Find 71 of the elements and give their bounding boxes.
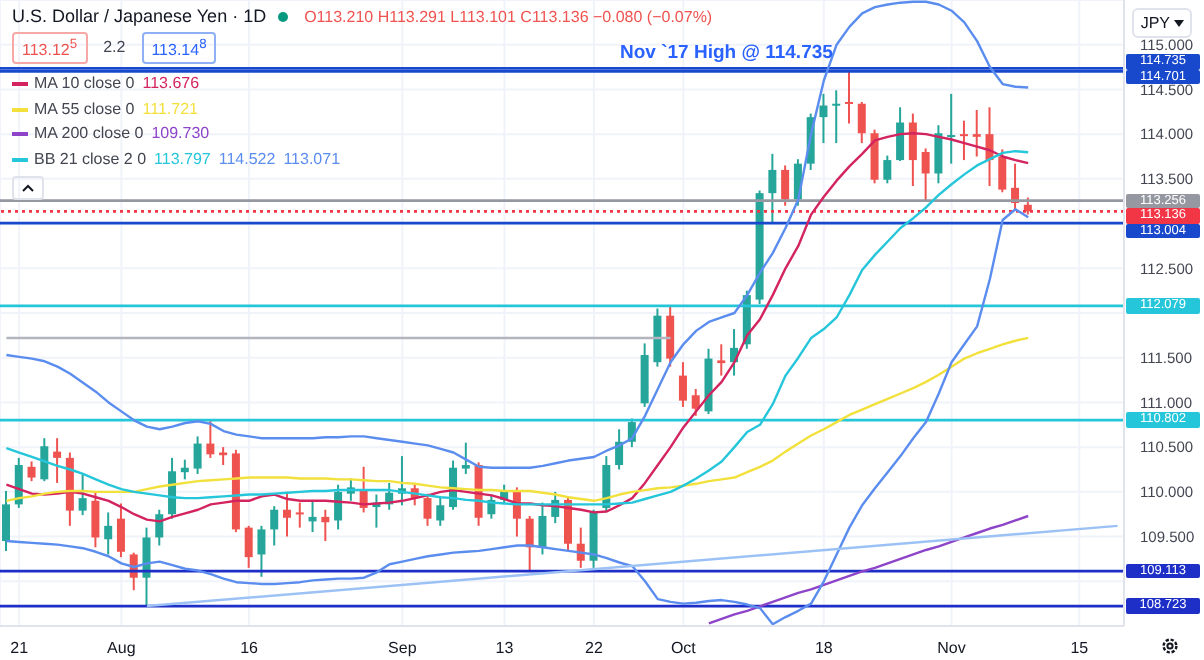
candlestick (321, 508, 330, 543)
line-series (5, 0, 1030, 469)
candlestick (781, 164, 790, 207)
annotation: 2.2 (101, 36, 128, 59)
candlestick (921, 147, 930, 202)
candlestick (270, 505, 279, 547)
candlestick (206, 419, 215, 459)
candlestick (53, 437, 62, 484)
annotation: 109.730 (151, 122, 210, 146)
candlestick (934, 124, 943, 185)
candlestick (257, 524, 266, 578)
candlestick (857, 100, 866, 145)
candlestick (423, 492, 432, 527)
candlestick (896, 106, 905, 162)
annotation: 113.12$^{5}$ (12, 32, 88, 64)
candlestick (972, 109, 981, 158)
candlestick (40, 437, 49, 483)
annotation: Nov `17 High @ 114.735 (620, 42, 833, 65)
candlestick (959, 119, 968, 162)
candlestick (104, 511, 113, 556)
line-series (5, 208, 1030, 626)
x-tick-label: 22 (585, 639, 604, 658)
annotation: 111.721 (142, 97, 198, 121)
x-tick-label: 13 (495, 639, 515, 658)
x-tick-label: 18 (814, 639, 834, 658)
candlestick (193, 435, 202, 475)
annotation: 113.071 (283, 147, 341, 171)
candlestick (870, 128, 879, 185)
candlestick (819, 92, 828, 145)
candlestick (678, 361, 687, 408)
candlestick (832, 89, 841, 145)
candlestick (717, 343, 726, 377)
line-series (707, 514, 1030, 625)
candlestick (666, 304, 675, 368)
x-tick-label: Aug (107, 639, 136, 658)
candlestick (845, 70, 853, 125)
annotation: 114.522 (218, 147, 276, 171)
annotation: 113.14$^{8}$ (141, 32, 217, 64)
x-tick-label: Sep (388, 639, 418, 658)
candlestick (116, 502, 125, 559)
x-tick-label: 21 (10, 639, 30, 658)
candlestick (27, 460, 36, 483)
candlestick (244, 524, 253, 569)
annotation: 113.676 (142, 72, 200, 96)
candlestick (947, 92, 956, 165)
legend-label: MA 10 close 0 (34, 72, 135, 96)
candlestick (91, 491, 100, 549)
x-tick-label: Oct (670, 639, 698, 658)
candlestick (653, 307, 662, 368)
text: JPY (1140, 14, 1170, 32)
candlestick (2, 489, 10, 552)
legend-label: MA 200 close 0 (34, 122, 144, 146)
legend-label: MA 55 close 0 (34, 97, 135, 121)
candlestick (538, 501, 547, 556)
candlestick (78, 472, 87, 517)
x-tick-label: 15 (1070, 639, 1090, 658)
candlestick (295, 501, 304, 529)
legend-label: BB 21 close 2 0 (34, 147, 147, 171)
candlestick (908, 112, 917, 188)
candlestick (283, 490, 291, 538)
candlestick (768, 152, 777, 225)
candlestick (998, 148, 1007, 194)
candlestick (691, 388, 700, 417)
x-tick-label: Nov (937, 639, 966, 658)
x-tick-label: 16 (240, 639, 260, 658)
candlestick (883, 154, 892, 185)
annotation: 113.797 (154, 147, 211, 171)
chart-title: U.S. Dollar / Japanese Yen · 1D (12, 6, 267, 26)
candlestick (461, 441, 470, 475)
candlestick (436, 495, 445, 527)
annotation: O113.210 H113.291 L113.101 C113.136 −0.080 (−0.07%) (304, 7, 713, 25)
